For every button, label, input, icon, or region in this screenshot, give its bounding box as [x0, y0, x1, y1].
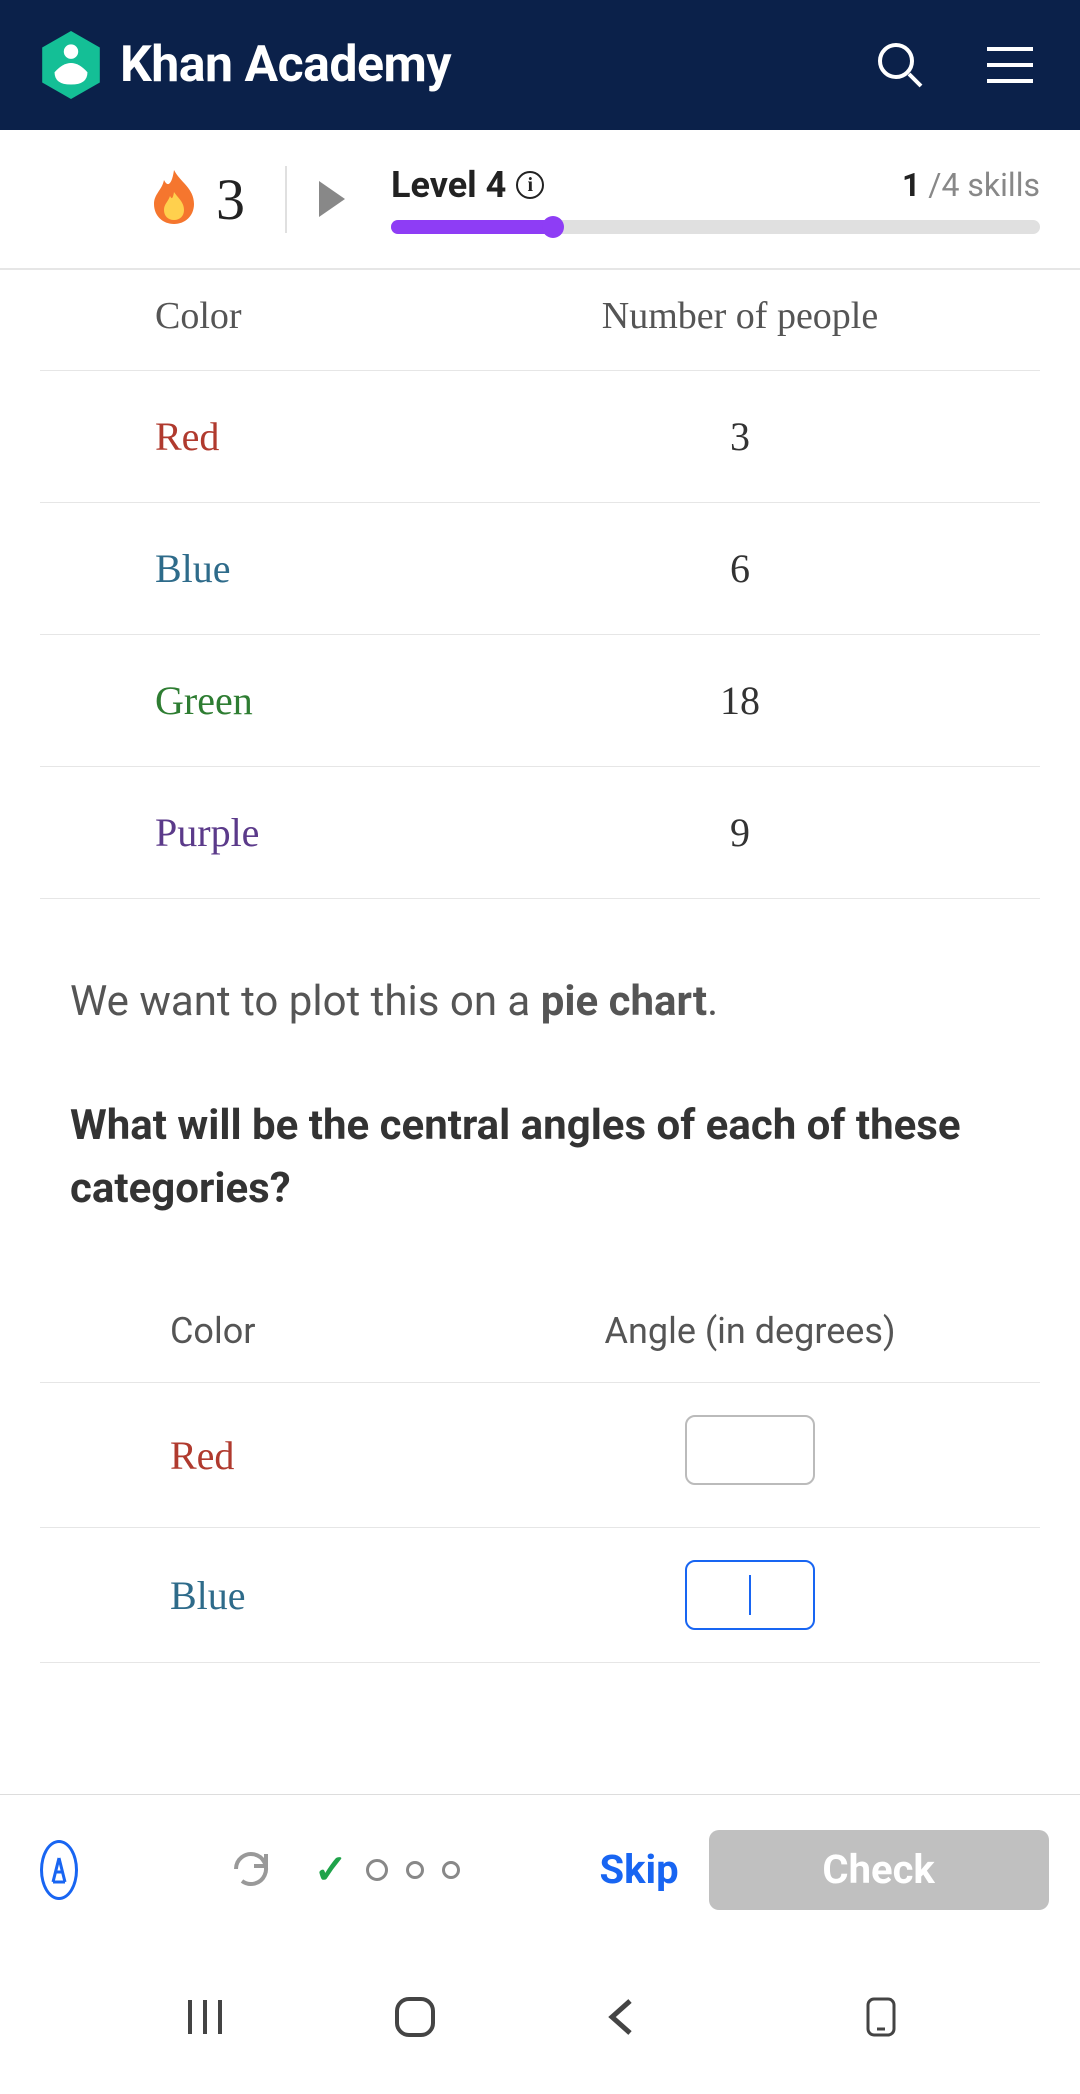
table-row: Blue [40, 1528, 1040, 1663]
dot-icon [406, 1861, 424, 1879]
check-icon: ✓ [314, 1846, 348, 1893]
search-icon[interactable] [870, 35, 930, 95]
color-label: Blue [40, 503, 440, 635]
level-label: Level 4 i [391, 164, 544, 206]
table-row: Blue6 [40, 503, 1040, 635]
angle-cell [460, 1528, 1040, 1663]
table-header: Angle (in degrees) [460, 1280, 1040, 1383]
table-header: Color [40, 1280, 460, 1383]
brand-name: Khan Academy [120, 36, 451, 94]
table-row: Red3 [40, 371, 1040, 503]
dot-icon [442, 1861, 460, 1879]
count-value: 18 [440, 635, 1040, 767]
count-value: 3 [440, 371, 1040, 503]
streak-count: 3 [216, 166, 245, 233]
question-text: What will be the central angles of each … [40, 1034, 1040, 1280]
recents-icon[interactable] [184, 1996, 226, 2042]
back-icon[interactable] [604, 1995, 638, 2043]
prompt-text: We want to plot this on a pie chart. [40, 899, 1040, 1034]
answer-table: Color Angle (in degrees) RedBlue [40, 1280, 1040, 1663]
table-row: Green18 [40, 635, 1040, 767]
progress-bar [391, 220, 1040, 234]
progress-header: 3 Level 4 i 1 /4 skills [0, 130, 1080, 270]
progress-dots: ✓ [314, 1846, 460, 1893]
reload-icon[interactable] [228, 1846, 274, 1894]
angle-input[interactable] [685, 1560, 815, 1630]
dot-icon [366, 1859, 388, 1881]
angle-cell [460, 1383, 1040, 1528]
flame-icon [150, 168, 198, 230]
device-icon[interactable] [865, 1996, 897, 2042]
brand-logo[interactable]: Khan Academy [40, 29, 870, 101]
info-icon[interactable]: i [516, 171, 544, 199]
count-value: 9 [440, 767, 1040, 899]
check-button[interactable]: Check [709, 1830, 1049, 1910]
table-row: Red [40, 1383, 1040, 1528]
angle-input[interactable] [685, 1415, 815, 1485]
content-area: Color Number of people Red3Blue6Green18P… [0, 270, 1080, 1663]
bottom-bar: ✓ Skip Check [0, 1794, 1080, 1944]
play-icon[interactable] [317, 179, 351, 219]
system-nav-bar [0, 1944, 1080, 2094]
level-area: Level 4 i 1 /4 skills [391, 164, 1040, 234]
menu-icon[interactable] [980, 35, 1040, 95]
color-label: Blue [40, 1528, 460, 1663]
table-row: Purple9 [40, 767, 1040, 899]
color-label: Purple [40, 767, 440, 899]
table-header: Number of people [440, 270, 1040, 371]
table-header: Color [40, 270, 440, 371]
count-value: 6 [440, 503, 1040, 635]
skills-text: 1 /4 skills [902, 166, 1040, 204]
streak: 3 [150, 166, 287, 233]
skip-button[interactable]: Skip [600, 1846, 679, 1893]
progress-fill [391, 220, 553, 234]
color-label: Red [40, 371, 440, 503]
progress-knob [542, 216, 564, 238]
color-label: Red [40, 1383, 460, 1528]
logo-icon [40, 29, 102, 101]
color-label: Green [40, 635, 440, 767]
compass-icon[interactable] [40, 1840, 78, 1900]
top-header: Khan Academy [0, 0, 1080, 130]
home-icon[interactable] [393, 1995, 437, 2043]
data-table: Color Number of people Red3Blue6Green18P… [40, 270, 1040, 899]
